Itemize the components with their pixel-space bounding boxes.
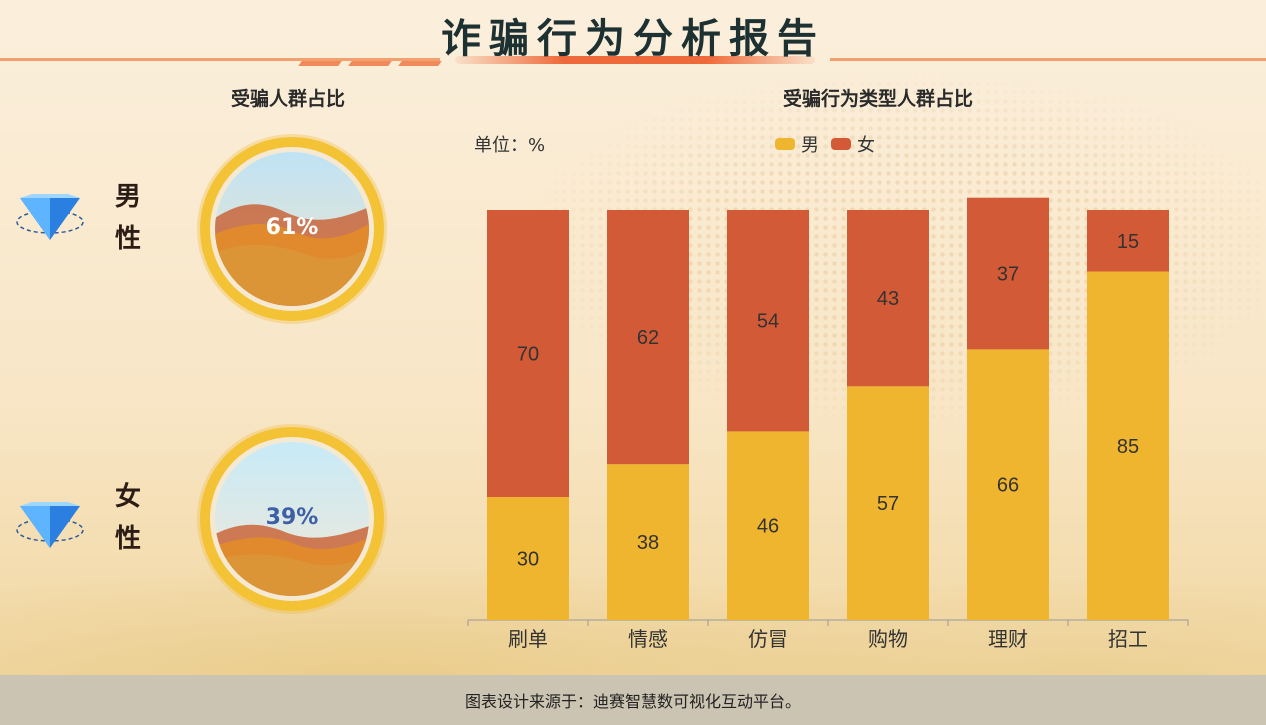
data-label: 37 [997, 264, 1019, 286]
bar-female [847, 210, 929, 387]
header: 诈骗行为分析报告 [0, 0, 1266, 70]
unit-label: 单位：% [474, 135, 546, 156]
footer-text: 图表设计来源于：迪赛智慧数可视化互动平台。 [464, 692, 801, 711]
data-label: 66 [997, 475, 1019, 497]
legend: 男 女 [775, 131, 875, 157]
bar-female [967, 197, 1049, 350]
legend-swatch-female [831, 138, 851, 150]
gender-label-male: 男 性 [113, 176, 143, 260]
legend-item-female[interactable]: 女 [831, 131, 875, 157]
female-percent-text: 39% [265, 505, 319, 530]
bar-female [727, 210, 809, 432]
male-percent-gauge: 61% [200, 137, 384, 321]
header-accent [455, 56, 815, 64]
diamond-icon [16, 194, 84, 240]
data-label: 15 [1117, 231, 1139, 253]
x-tick-label: 仿冒 [748, 627, 788, 651]
footer-bar [0, 675, 1266, 725]
data-label: 62 [637, 327, 659, 349]
data-label: 38 [637, 532, 659, 554]
data-label: 54 [757, 311, 779, 333]
left-panel-title: 受骗人群占比 [230, 88, 345, 110]
bar-male [607, 464, 689, 620]
bar-male [727, 431, 809, 620]
legend-swatch-male [775, 138, 795, 150]
gender-label-male-bottom: 性 [114, 224, 141, 254]
data-label: 46 [757, 516, 779, 538]
bar-male [967, 349, 1049, 620]
data-label: 43 [877, 288, 899, 310]
bar-female [487, 210, 569, 497]
header-line-right [830, 58, 1266, 61]
x-tick-label: 刷单 [508, 627, 548, 651]
gender-label-male-top: 男 [114, 182, 141, 212]
bar-female [1087, 210, 1169, 272]
data-label: 85 [1117, 436, 1139, 458]
data-label: 70 [517, 344, 539, 366]
header-line-left [0, 58, 440, 61]
bar-female [607, 210, 689, 465]
right-panel-title: 受骗行为类型人群占比 [782, 88, 973, 110]
x-tick-label: 理财 [988, 627, 1028, 651]
data-label: 30 [517, 549, 539, 571]
male-percent-text: 61% [265, 215, 319, 240]
female-wave [215, 442, 369, 596]
x-tick-label: 购物 [868, 627, 908, 651]
bar-male [1087, 271, 1169, 620]
gender-label-female-bottom: 性 [114, 524, 141, 554]
bar-male [847, 386, 929, 620]
legend-label-male: 男 [801, 135, 819, 156]
bar-male [487, 497, 569, 620]
female-percent-gauge: 39% [200, 427, 384, 611]
gender-label-female: 女 性 [113, 476, 143, 560]
legend-item-male[interactable]: 男 [775, 131, 819, 157]
male-wave [215, 152, 369, 306]
x-tick-label: 招工 [1108, 627, 1148, 651]
legend-label-female: 女 [857, 135, 875, 156]
x-tick-label: 情感 [628, 627, 668, 651]
diamond-icon [16, 502, 84, 548]
page-title: 诈骗行为分析报告 [441, 16, 825, 62]
gender-label-female-top: 女 [114, 482, 141, 512]
data-label: 57 [877, 493, 899, 515]
